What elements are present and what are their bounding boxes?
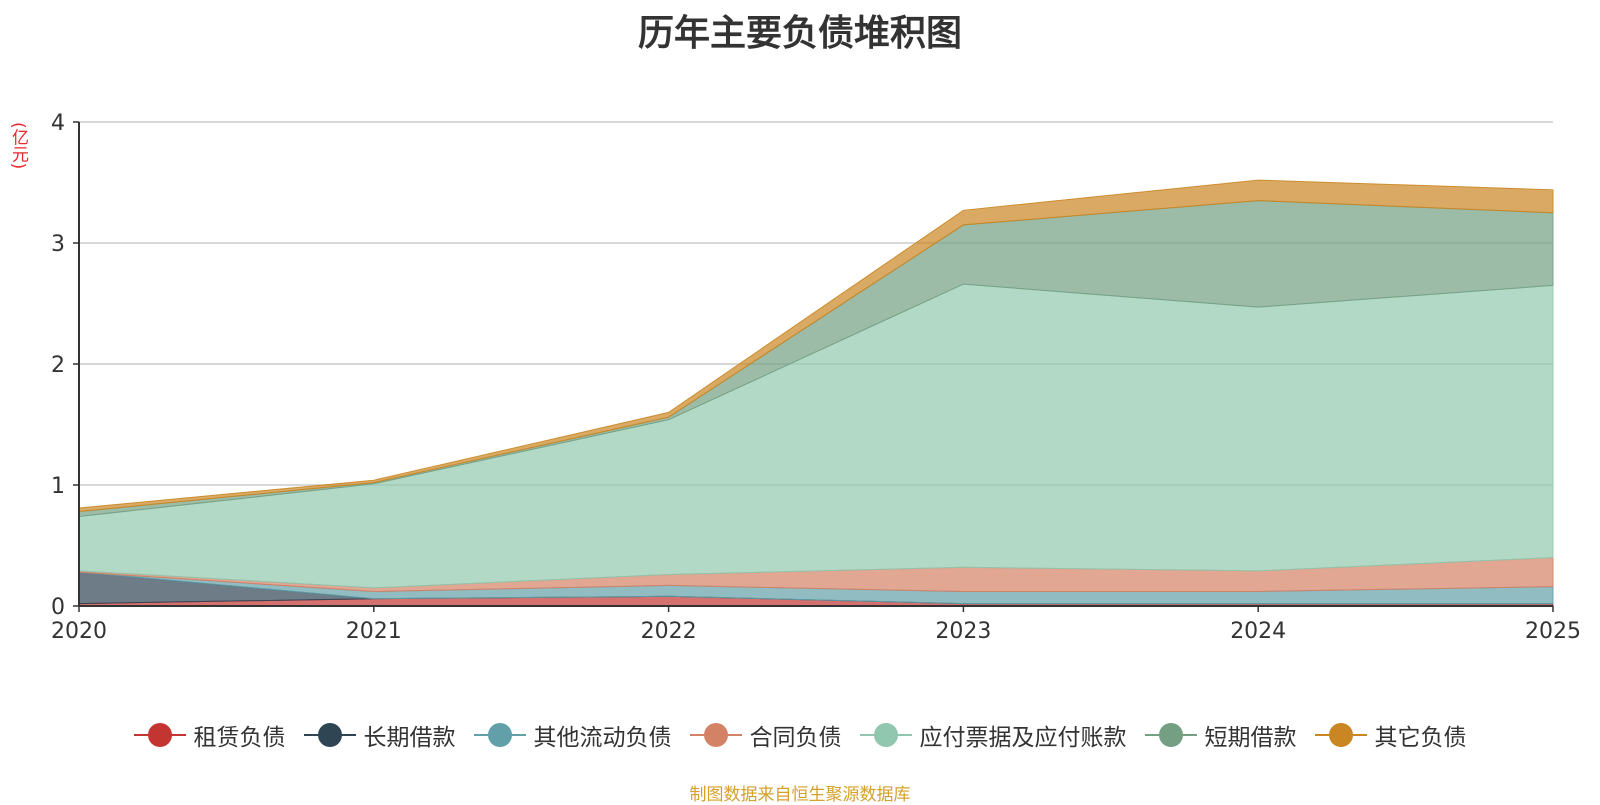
x-tick-label: 2025 <box>1525 619 1581 644</box>
y-axis-unit-label: (亿元) <box>8 122 28 170</box>
source-note: 制图数据来自恒生聚源数据库 <box>689 785 911 805</box>
legend-item[interactable]: 合同负债 <box>689 718 842 752</box>
y-tick-label: 0 <box>51 595 65 620</box>
legend-label: 合同负债 <box>749 725 842 751</box>
tick-labels: 0 1 2 3 4 2020 2021 2022 2023 2024 2025 <box>51 111 1581 644</box>
x-tick-label: 2023 <box>935 619 991 644</box>
axes <box>73 121 1554 612</box>
y-tick-label: 3 <box>51 232 65 257</box>
legend-item[interactable]: 其它负债 <box>1314 718 1467 752</box>
y-tick-label: 2 <box>51 353 65 378</box>
legend-item[interactable]: 长期借款 <box>303 718 456 752</box>
legend: 租赁负债 长期借款 其他流动负债 合同负债 应付票据及应付账款 短期借款 其它负债 <box>0 718 1600 752</box>
y-tick-label: 1 <box>51 474 65 499</box>
x-tick-label: 2024 <box>1230 619 1286 644</box>
legend-item[interactable]: 应付票据及应付账款 <box>859 718 1127 752</box>
legend-marker-icon <box>473 723 526 747</box>
legend-marker-icon <box>689 723 742 747</box>
legend-marker-icon <box>859 723 912 747</box>
legend-item[interactable]: 其他流动负债 <box>473 718 672 752</box>
legend-item[interactable]: 短期借款 <box>1144 718 1297 752</box>
x-tick-label: 2020 <box>51 619 107 644</box>
series-area-其它负债[interactable] <box>78 179 1554 513</box>
x-tick-label: 2022 <box>641 619 697 644</box>
legend-marker-icon <box>133 723 186 747</box>
legend-label: 长期借款 <box>363 725 456 751</box>
legend-item[interactable]: 租赁负债 <box>133 718 286 752</box>
legend-label: 短期借款 <box>1204 725 1297 751</box>
stacked-area-chart: 0 1 2 3 4 2020 2021 2022 2023 2024 2025 <box>51 111 1581 644</box>
x-tick-label: 2021 <box>346 619 402 644</box>
legend-label: 其他流动负债 <box>533 725 672 751</box>
chart-title: 历年主要负债堆积图 <box>637 13 962 54</box>
legend-label: 应付票据及应付账款 <box>919 725 1127 751</box>
y-tick-label: 4 <box>51 111 65 136</box>
legend-marker-icon <box>1144 723 1197 747</box>
legend-marker-icon <box>1314 723 1367 747</box>
series-areas <box>78 179 1554 607</box>
legend-marker-icon <box>303 723 356 747</box>
legend-label: 租赁负债 <box>193 725 286 751</box>
legend-label: 其它负债 <box>1374 725 1467 751</box>
